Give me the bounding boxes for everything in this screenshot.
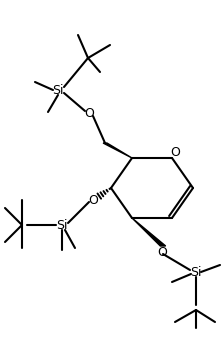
Text: O: O xyxy=(84,107,94,119)
Polygon shape xyxy=(103,143,132,158)
Text: O: O xyxy=(157,246,167,258)
Text: Si: Si xyxy=(56,218,68,232)
Polygon shape xyxy=(132,218,166,246)
Text: Si: Si xyxy=(52,84,64,97)
Text: O: O xyxy=(88,194,98,206)
Text: O: O xyxy=(170,146,180,159)
Text: Si: Si xyxy=(190,266,202,279)
